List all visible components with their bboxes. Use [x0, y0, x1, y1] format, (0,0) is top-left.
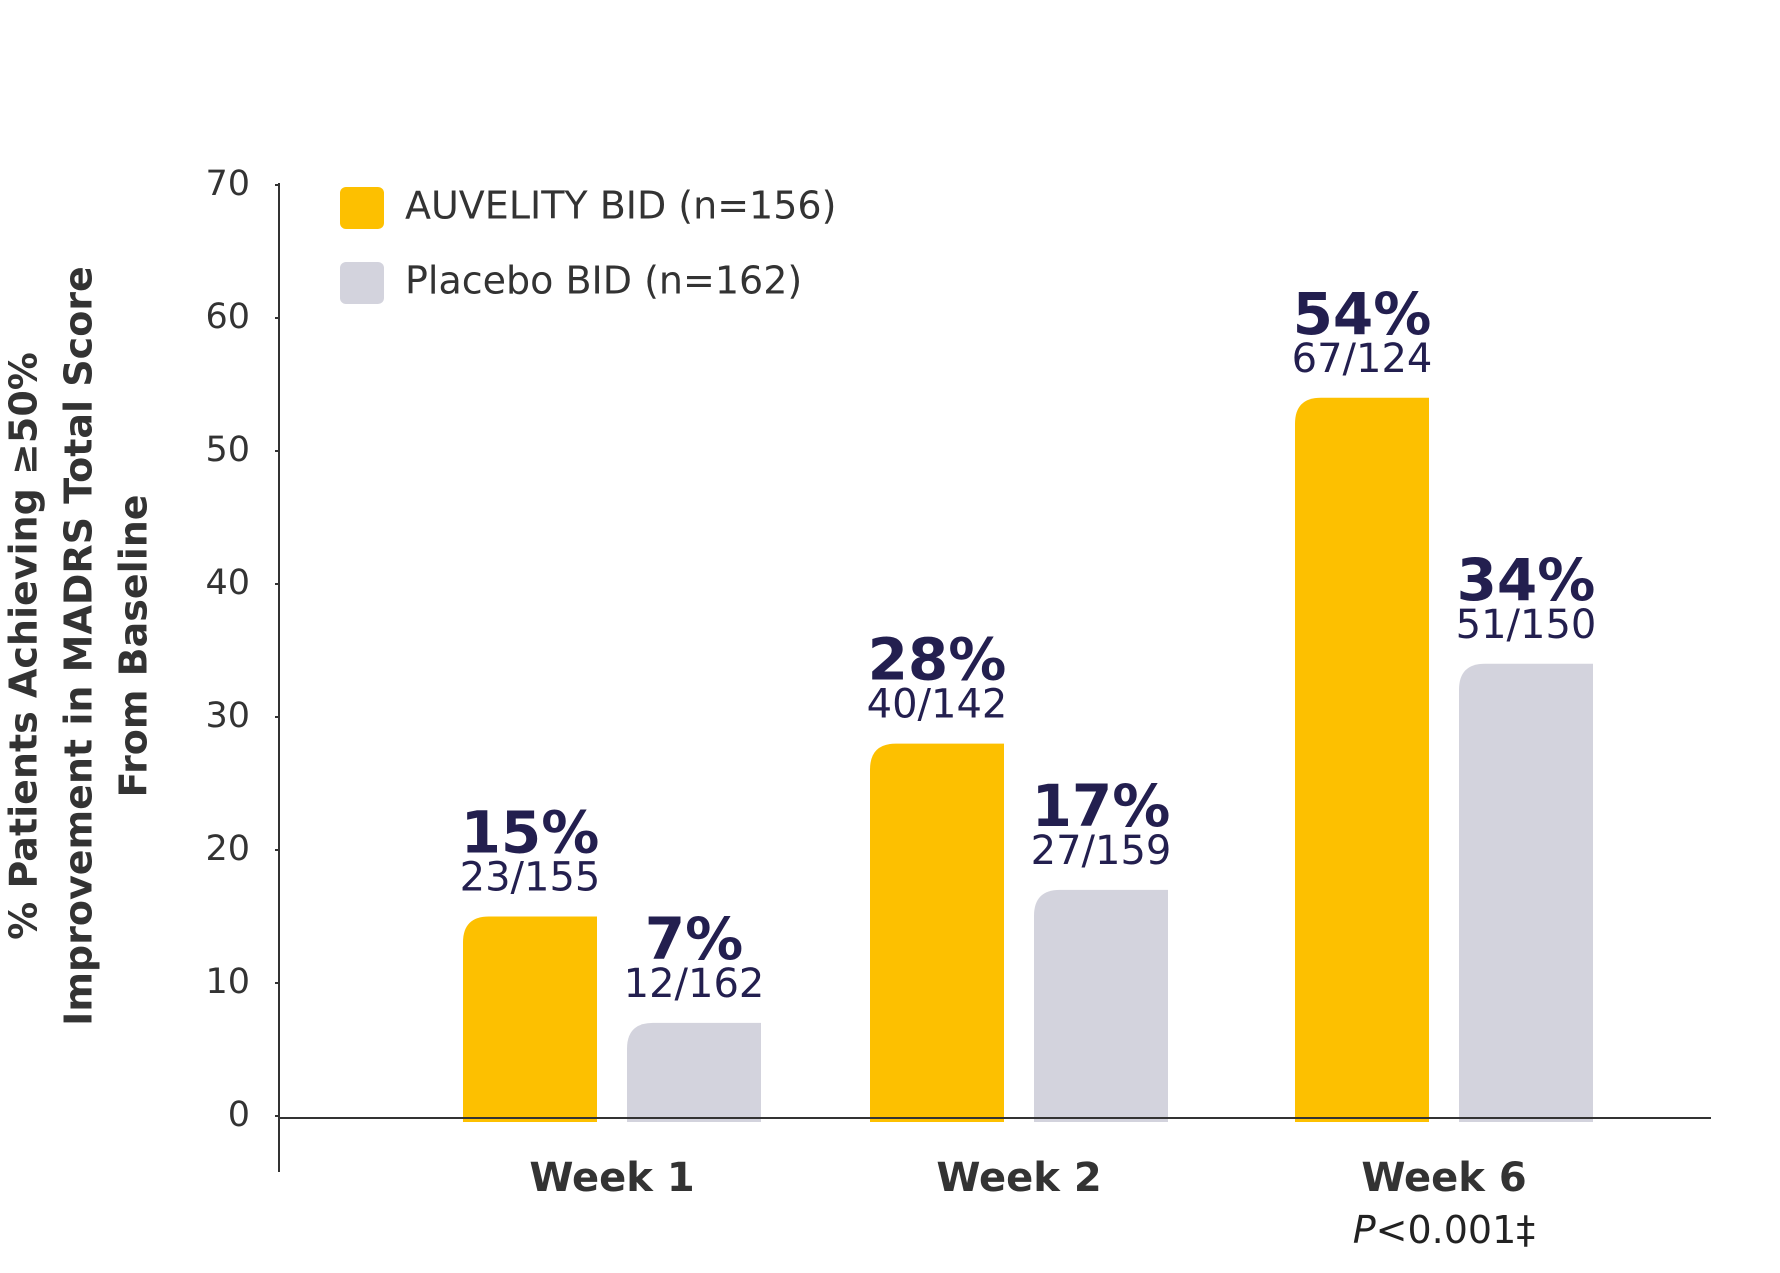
- y-tick-label: 60: [205, 297, 250, 337]
- count-label: 40/142: [867, 682, 1008, 728]
- y-tick-label: 70: [205, 164, 250, 204]
- y-tick-label: 50: [205, 430, 250, 470]
- bar: [1034, 889, 1168, 1122]
- y-axis-title: Improvement in MADRS Total Score: [57, 266, 101, 1026]
- annotation-text: <0.001‡: [1376, 1208, 1536, 1252]
- y-tick-label: 0: [228, 1095, 250, 1135]
- annotation-italic: P: [1353, 1208, 1376, 1252]
- value-label: 15%: [461, 799, 600, 867]
- y-tick-label: 20: [205, 829, 250, 869]
- legend-label: Placebo BID (n=162): [405, 259, 802, 303]
- count-label: 23/155: [460, 855, 601, 901]
- value-label: 7%: [645, 905, 743, 973]
- value-label: 54%: [1293, 280, 1432, 348]
- count-label: 51/150: [1456, 602, 1597, 648]
- legend-swatch: [340, 262, 384, 304]
- count-label: 12/162: [624, 961, 765, 1007]
- bar: [1295, 397, 1429, 1122]
- bar: [463, 916, 597, 1122]
- value-label: 34%: [1457, 546, 1596, 614]
- x-tick-label: Week 1: [529, 1155, 694, 1201]
- y-tick-label: 40: [205, 563, 250, 603]
- value-label: 28%: [868, 626, 1007, 694]
- annotation: P<0.001‡: [1353, 1208, 1536, 1252]
- x-tick-label: Week 2: [936, 1155, 1101, 1201]
- bar: [870, 743, 1004, 1122]
- y-axis-title: % Patients Achieving ≥50%: [2, 352, 46, 940]
- y-axis-title: From Baseline: [112, 494, 156, 797]
- x-tick-label: Week 6: [1361, 1155, 1526, 1201]
- y-tick-label: 10: [205, 962, 250, 1002]
- legend-label: AUVELITY BID (n=156): [405, 184, 836, 228]
- legend-swatch: [340, 187, 384, 229]
- bar: [1459, 663, 1593, 1122]
- y-tick-label: 30: [205, 696, 250, 736]
- count-label: 67/124: [1292, 336, 1433, 382]
- bar: [627, 1022, 761, 1122]
- value-label: 17%: [1032, 772, 1171, 840]
- count-label: 27/159: [1031, 828, 1172, 874]
